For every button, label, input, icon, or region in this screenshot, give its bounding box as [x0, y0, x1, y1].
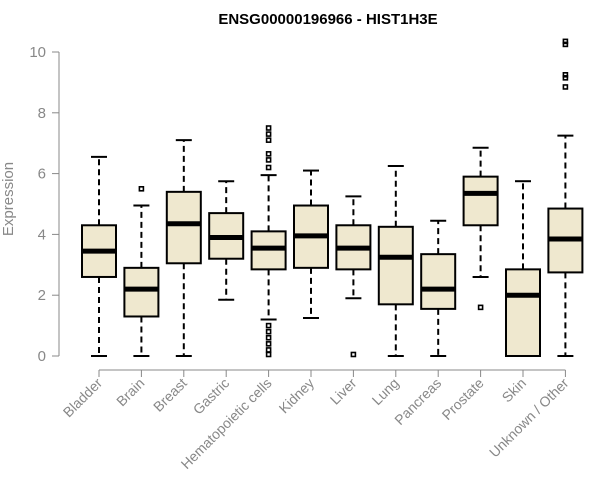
y-tick-label: 10 — [29, 44, 46, 61]
outlier-point — [562, 72, 569, 78]
iqr-box — [505, 268, 541, 357]
iqr-box — [165, 190, 202, 265]
box-brain — [123, 186, 160, 357]
iqr-box — [123, 266, 160, 318]
outlier-point — [138, 186, 145, 192]
outlier-point — [265, 347, 272, 353]
iqr-box — [377, 225, 414, 306]
box-liver — [335, 195, 372, 358]
outlier-point — [350, 351, 357, 358]
box-prostate — [462, 146, 499, 311]
x-tick-label: Liver — [327, 375, 360, 408]
outlier-point — [265, 131, 272, 137]
outlier-point — [562, 84, 569, 90]
outlier-point — [477, 304, 484, 311]
x-tick-label: Lung — [369, 375, 402, 408]
outlier-point — [265, 151, 272, 157]
y-axis-label: Expression — [0, 162, 17, 236]
outlier-point — [265, 125, 272, 131]
x-tick-label: Bladder — [60, 375, 106, 421]
chart-title: ENSG00000196966 - HIST1H3E — [218, 11, 437, 28]
outlier-point — [265, 328, 272, 335]
x-tick-label: Pancreas — [391, 375, 444, 428]
outlier-point — [562, 38, 569, 45]
y-tick-label: 0 — [38, 348, 46, 365]
box-kidney — [293, 169, 329, 319]
outlier-point — [265, 164, 272, 171]
outlier-point — [265, 351, 272, 358]
y-tick-label: 4 — [38, 226, 46, 243]
outlier-point — [265, 341, 272, 347]
y-tick-label: 2 — [38, 287, 46, 304]
iqr-box — [462, 175, 499, 227]
box-pancreas — [420, 219, 457, 357]
y-tick-label: 6 — [38, 166, 46, 183]
box-breast — [165, 139, 202, 357]
outlier-point — [265, 137, 272, 143]
box-gastric — [208, 180, 245, 301]
box-hematopoietic-cells — [250, 125, 287, 358]
x-tick-label: Breast — [150, 375, 190, 415]
x-tick-label: Kidney — [276, 375, 318, 417]
box-lung — [377, 165, 414, 357]
outlier-point — [265, 334, 272, 341]
box-bladder — [81, 155, 117, 357]
box-skin — [505, 180, 541, 357]
outlier-point — [265, 322, 272, 329]
y-axis: 0 2 4 6 8 10 — [29, 44, 60, 365]
outlier-point — [562, 75, 569, 81]
x-tick-label: Brain — [113, 375, 147, 409]
box-series — [81, 38, 584, 358]
outlier-point — [562, 41, 569, 48]
x-tick-label: Prostate — [439, 375, 487, 423]
x-tick-label: Unknown / Other — [486, 375, 572, 461]
box-unknown-other — [547, 38, 584, 357]
x-tick-label: Skin — [499, 375, 530, 406]
y-tick-label: 8 — [38, 105, 46, 122]
iqr-box — [420, 253, 457, 310]
outlier-point — [265, 157, 272, 163]
